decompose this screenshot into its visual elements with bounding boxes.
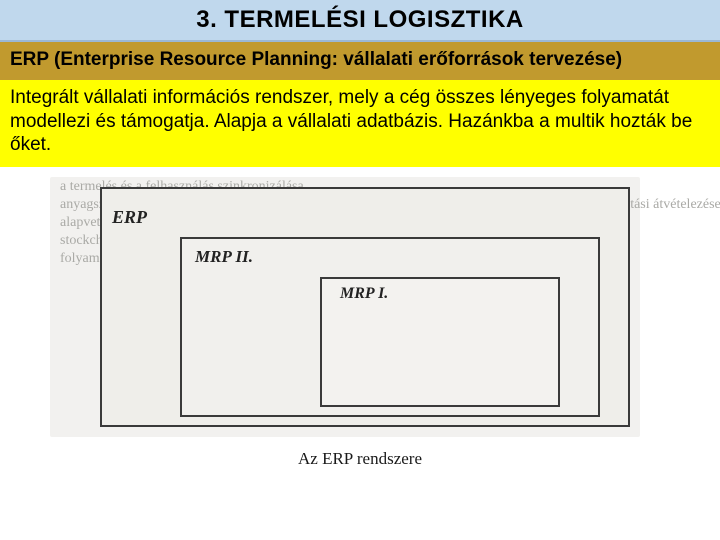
mrp1-label: MRP I. — [340, 285, 388, 303]
subtitle-bar: ERP (Enterprise Resource Planning: válla… — [0, 42, 720, 80]
subtitle-text: ERP (Enterprise Resource Planning: válla… — [10, 48, 710, 72]
body-section: Integrált vállalati információs rendszer… — [0, 80, 720, 167]
mrp2-label: MRP II. — [195, 247, 253, 267]
diagram-area: a termelés és a felhasználás szinkronizá… — [0, 167, 720, 487]
page-title: 3. TERMELÉSI LOGISZTIKA — [10, 6, 710, 34]
erp-label: ERP — [112, 207, 147, 228]
title-bar: 3. TERMELÉSI LOGISZTIKA — [0, 0, 720, 42]
diagram-caption: Az ERP rendszere — [0, 449, 720, 469]
body-text: Integrált vállalati információs rendszer… — [10, 86, 710, 157]
